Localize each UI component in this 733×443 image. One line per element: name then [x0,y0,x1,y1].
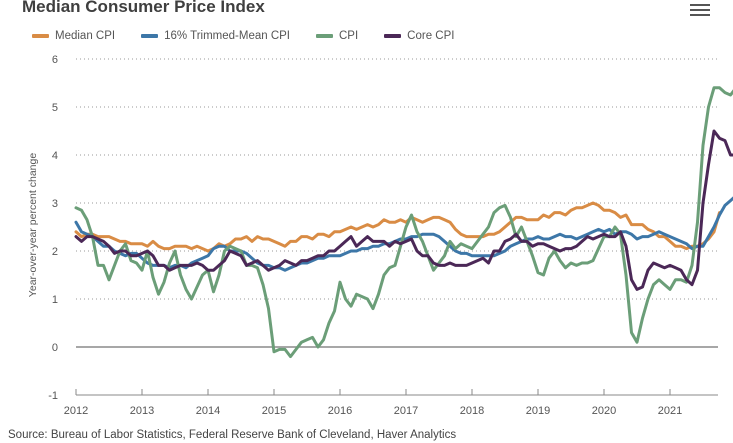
hamburger-menu-icon[interactable] [690,1,710,17]
legend-item-cpi[interactable]: CPI [316,30,358,42]
y-tick-label: 6 [52,54,58,66]
legend-item-core-cpi[interactable]: Core CPI [384,30,454,42]
series-lines [74,86,733,359]
series-line-median-cpi[interactable] [74,201,721,253]
x-tick-label: 2019 [526,405,550,417]
y-tick-label: 1 [52,294,58,306]
series-line-16-trimmed-mean-cpi[interactable] [74,177,733,272]
legend-item-median-cpi[interactable]: Median CPI [32,30,115,42]
y-tick-label: 3 [52,198,58,210]
legend-swatch [384,34,402,38]
chart-legend: Median CPI 16% Trimmed-Mean CPI CPI Core… [32,28,480,44]
x-tick-label: 2018 [460,405,484,417]
y-tick-label: 4 [52,150,58,162]
legend-label: CPI [339,30,359,42]
y-axis: -1 0 1 2 3 4 5 6 [48,54,58,402]
series-line-cpi[interactable] [74,86,733,359]
y-tick-label: 0 [52,342,58,354]
y-tick-label: 2 [52,246,58,258]
menu-bar [690,4,710,6]
legend-swatch [316,34,333,38]
legend-swatch [141,34,159,38]
source-note: Source: Bureau of Labor Statistics, Fede… [8,429,457,441]
y-tick-label: -1 [48,390,58,402]
legend-label: Core CPI [407,30,455,42]
x-tick-label: 2020 [592,405,616,417]
gridlines [76,58,718,348]
legend-label: 16% Trimmed-Mean CPI [164,30,290,42]
legend-swatch [32,34,49,38]
menu-bar [690,14,710,16]
x-tick-label: 2012 [64,405,88,417]
x-axis: 2012 2013 2014 2015 2016 2017 2018 2019 2020 2021 [64,389,718,417]
legend-label: Median CPI [55,30,116,42]
legend-item-trimmed-mean-cpi[interactable]: 16% Trimmed-Mean CPI [141,30,290,42]
x-tick-label: 2016 [328,405,352,417]
x-tick-label: 2013 [130,405,154,417]
x-tick-label: 2015 [262,405,286,417]
chart-title: Median Consumer Price Index [22,0,265,16]
x-tick-label: 2014 [196,405,220,417]
series-line-core-cpi[interactable] [74,129,733,291]
x-tick-label: 2017 [394,405,418,417]
y-tick-label: 5 [52,102,58,114]
x-tick-label: 2021 [658,405,682,417]
y-axis-label: Year-over-year percent change [27,153,39,298]
menu-bar [690,9,710,11]
